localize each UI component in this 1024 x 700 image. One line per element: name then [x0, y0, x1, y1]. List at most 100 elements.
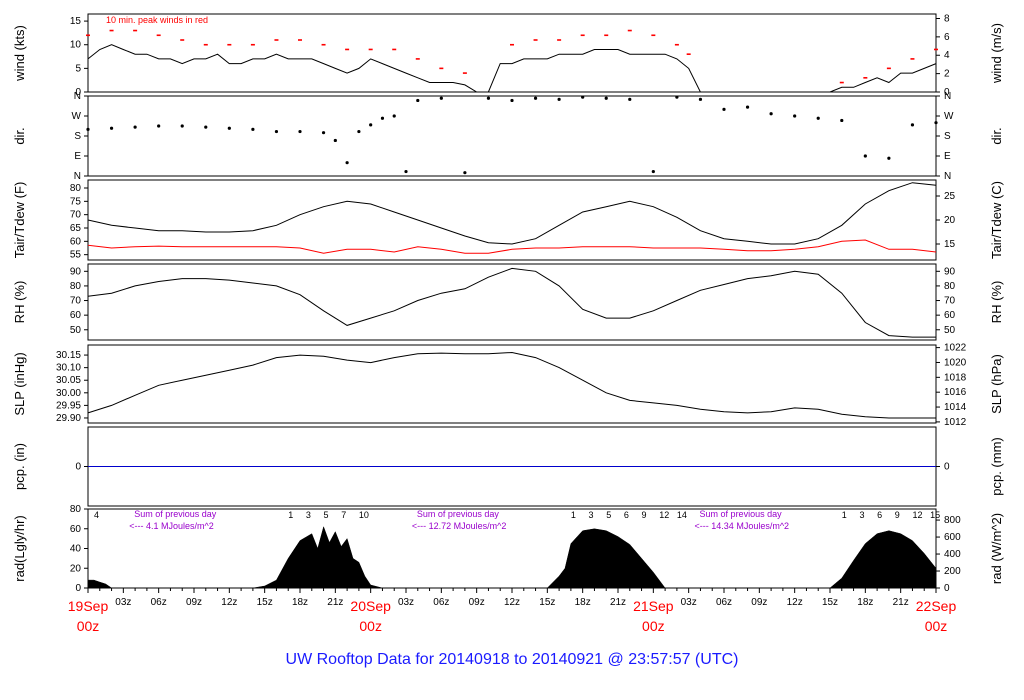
- ylabel-right: dir.: [989, 127, 1004, 144]
- y-tick-label: W: [72, 111, 82, 122]
- y-tick-label: 15: [70, 16, 82, 27]
- hour-marker-label: 10: [359, 510, 369, 520]
- hour-marker-label: 1: [288, 510, 293, 520]
- panel-slp: [84, 344, 940, 424]
- dir-point: [439, 96, 443, 100]
- hour-marker-label: 1: [571, 510, 576, 520]
- peak-wind-mark: [133, 29, 138, 32]
- y-tick-label: 55: [70, 250, 82, 261]
- x-date-time-label: 00z: [359, 618, 382, 634]
- dir-point: [416, 98, 420, 103]
- x-tick-label: 15z: [539, 597, 555, 608]
- x-tick-label: 21z: [893, 597, 909, 608]
- y-tick-label-right: 20: [944, 215, 956, 226]
- peak-wind-mark: [250, 43, 255, 46]
- series-tair-line: [87, 182, 937, 245]
- dir-point: [604, 96, 608, 100]
- x-tick-label: 03z: [398, 597, 414, 608]
- y-tick-label-right: 60: [944, 310, 956, 321]
- y-tick-label-right: 4: [944, 50, 950, 61]
- dir-point: [863, 154, 867, 158]
- peak-wind-mark: [86, 34, 90, 37]
- peak-wind-mark: [533, 39, 538, 41]
- hour-marker-label: 7: [341, 510, 346, 520]
- y-tick-label: 0: [75, 87, 81, 98]
- y-tick-label: 29.95: [56, 400, 81, 411]
- peak-wind-mark: [156, 34, 161, 37]
- hour-marker-label: 4: [94, 510, 99, 520]
- peak-wind-mark: [298, 39, 302, 41]
- chart-title: UW Rooftop Data for 20140918 to 20140921…: [285, 651, 739, 668]
- dir-point: [357, 129, 361, 134]
- peak-wind-mark: [368, 48, 373, 51]
- y-tick-label: 90: [70, 266, 82, 277]
- panel-frame: [87, 344, 937, 424]
- x-tick-label: 12z: [787, 597, 803, 608]
- peak-wind-mark: [651, 34, 656, 37]
- y-tick-label-right: 25: [944, 191, 956, 202]
- dir-point: [392, 114, 396, 118]
- daily-sum-label: Sum of previous day: [700, 509, 783, 519]
- peak-wind-mark: [863, 77, 868, 79]
- dir-point: [486, 96, 491, 100]
- peak-wind-mark: [557, 39, 562, 41]
- y-tick-label: 80: [70, 504, 82, 515]
- peak-wind-mark: [227, 43, 232, 46]
- peak-wind-mark: [510, 43, 514, 46]
- daily-sum-value: <--- 14.34 MJoules/m^2: [695, 521, 790, 531]
- y-tick-label-right: 1020: [944, 357, 967, 368]
- panel-frame: [87, 508, 937, 589]
- dir-point: [86, 127, 90, 131]
- daily-sum-label: Sum of previous day: [417, 509, 500, 519]
- dir-point: [840, 118, 844, 123]
- daily-sum-value: <--- 12.72 MJoules/m^2: [412, 521, 507, 531]
- hour-marker-label: 3: [859, 510, 864, 520]
- dir-point: [628, 97, 632, 101]
- x-tick-label: 15z: [822, 597, 838, 608]
- y-tick-label: 40: [70, 544, 82, 555]
- dir-point: [745, 105, 750, 109]
- y-tick-label: 29.90: [56, 413, 81, 424]
- dir-point: [380, 116, 385, 120]
- y-tick-label-right: 80: [944, 281, 956, 292]
- dir-point: [251, 127, 255, 131]
- y-tick-label: 80: [70, 183, 82, 194]
- dir-point: [557, 97, 561, 101]
- hour-marker-label: 12: [912, 510, 922, 520]
- peak-wind-mark: [180, 39, 185, 41]
- dir-point: [333, 138, 337, 143]
- y-tick-label: N: [74, 91, 81, 102]
- hour-marker-label: 9: [642, 510, 647, 520]
- x-tick-label: 18z: [292, 597, 308, 608]
- y-tick-label: 5: [75, 63, 81, 74]
- panel-temperature: [84, 179, 940, 261]
- y-tick-label-right: 600: [944, 532, 961, 543]
- x-date-time-label: 00z: [642, 618, 665, 634]
- hour-marker-label: 6: [877, 510, 882, 520]
- dir-point: [887, 156, 891, 160]
- y-tick-label-right: 0: [944, 87, 950, 98]
- y-tick-label-right: 2: [944, 69, 950, 80]
- dir-point: [581, 95, 585, 99]
- peak-wind-mark: [321, 43, 326, 46]
- ylabel-right: RH (%): [989, 281, 1004, 324]
- y-tick-label: 75: [70, 196, 82, 207]
- ylabel-left: RH (%): [12, 281, 27, 324]
- x-tick-label: 12z: [221, 597, 237, 608]
- dir-point: [463, 171, 467, 175]
- y-tick-label-right: 1012: [944, 417, 967, 428]
- y-tick-label-right: 1018: [944, 372, 967, 383]
- panel-frame: [87, 95, 937, 177]
- hour-marker-label: 3: [589, 510, 594, 520]
- y-tick-label-right: 8: [944, 13, 950, 24]
- peak-wind-mark: [109, 29, 114, 32]
- hour-marker-label: 9: [895, 510, 900, 520]
- x-tick-label: 03z: [681, 597, 697, 608]
- y-tick-label: 50: [70, 325, 82, 336]
- y-tick-label: S: [74, 131, 81, 142]
- ylabel-right: wind (m/s): [989, 23, 1004, 84]
- ylabel-right: pcp. (mm): [989, 437, 1004, 496]
- peak-wind-mark: [839, 81, 844, 84]
- y-tick-label: 0: [75, 462, 81, 473]
